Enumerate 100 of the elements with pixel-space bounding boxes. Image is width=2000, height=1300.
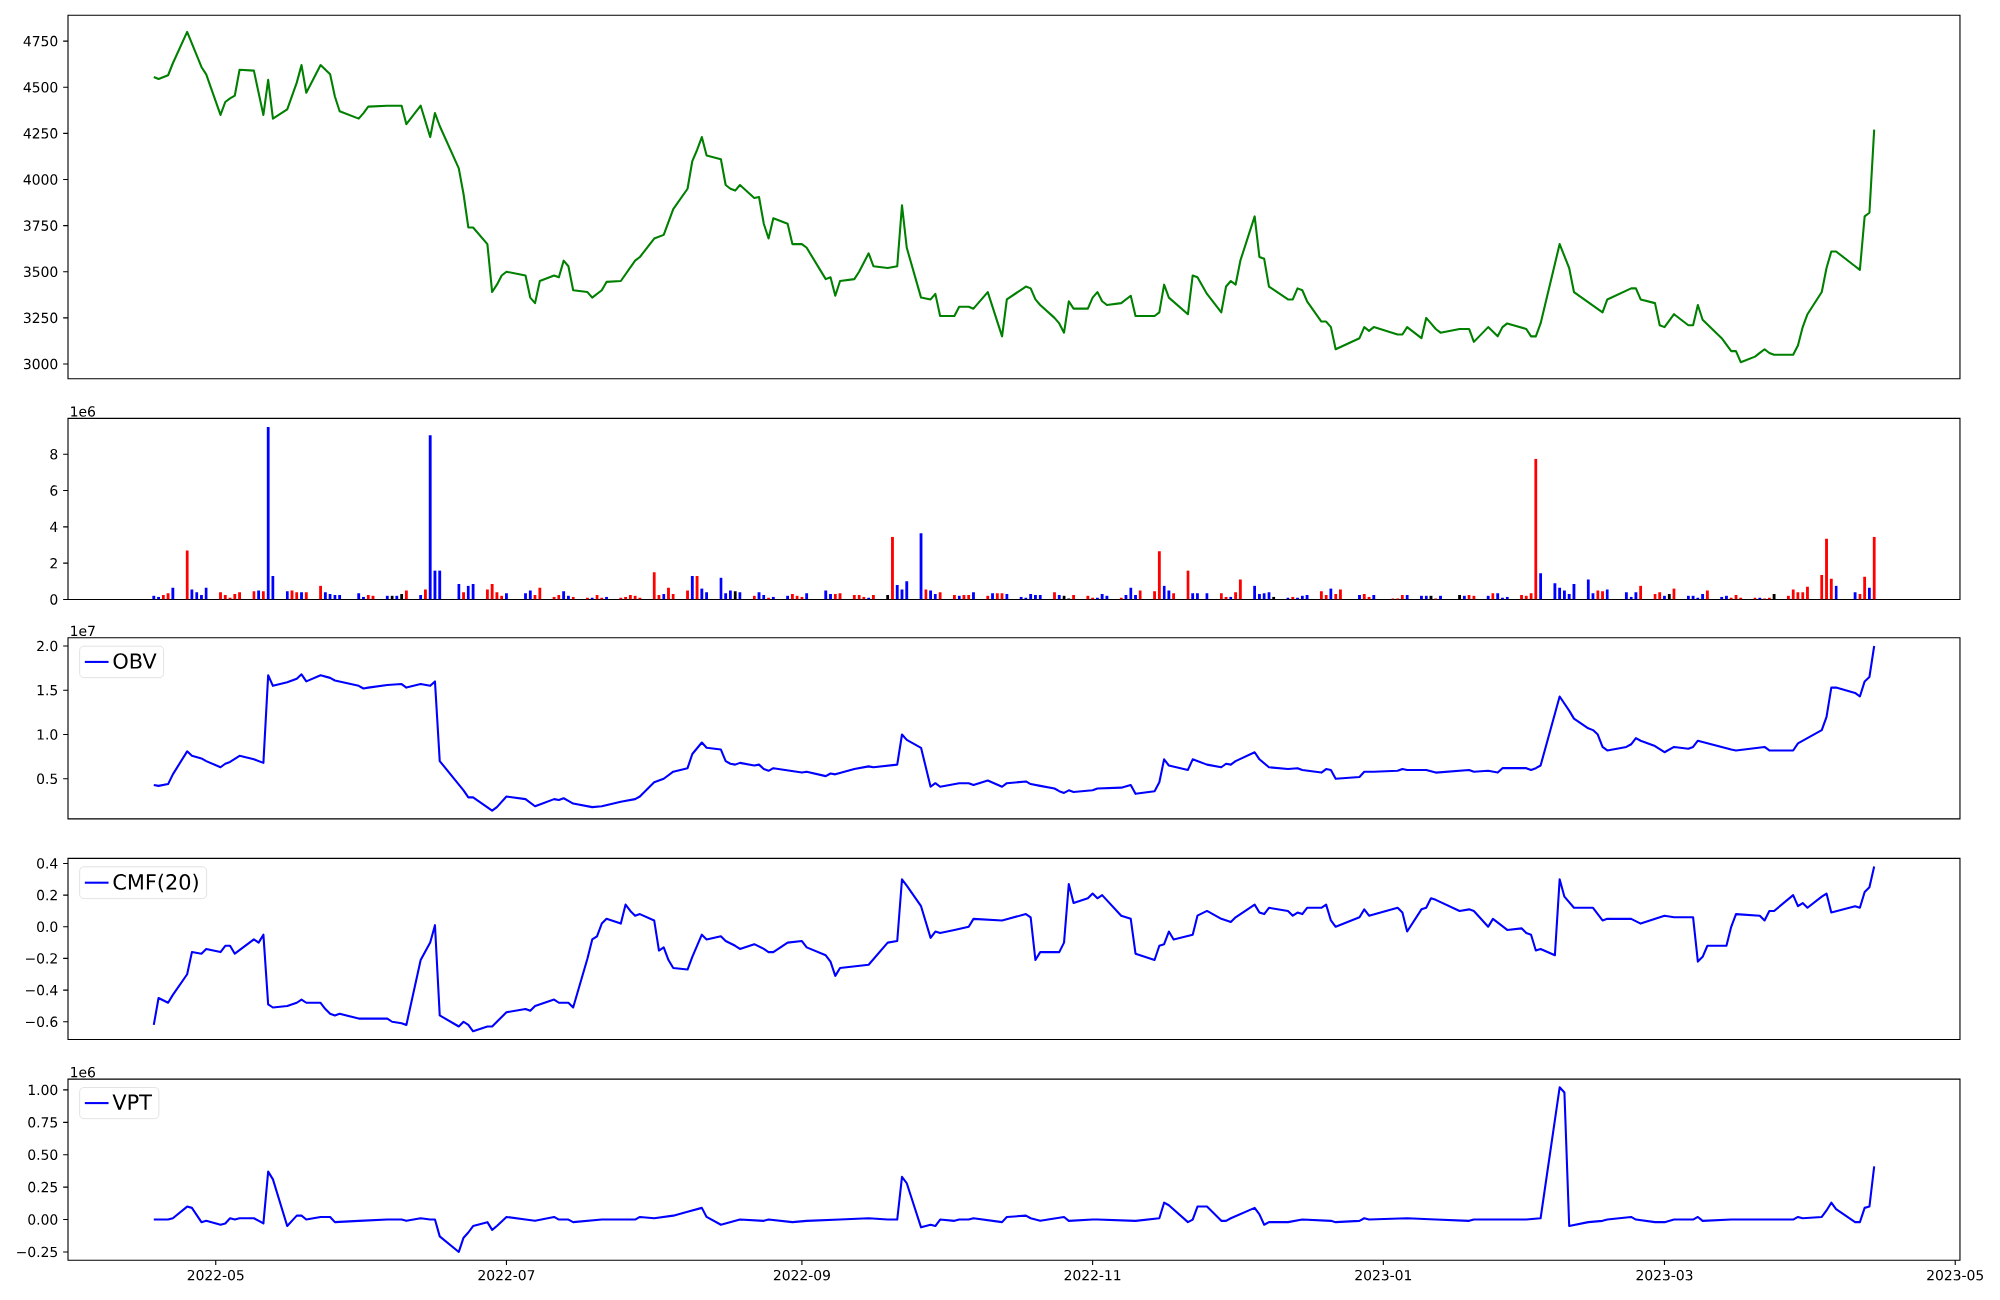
bar [891,536,894,600]
bar [895,584,899,600]
bar [762,594,766,600]
bar [471,584,475,600]
bar [505,593,508,600]
x-tick-label: 2023-05 [1927,1269,1983,1281]
bar [724,593,728,600]
bar [1153,591,1156,600]
bar [285,591,289,600]
bar [871,594,875,600]
bar [1601,591,1604,600]
bar [1324,594,1328,600]
bar [357,593,361,600]
bar [1372,594,1376,600]
bar [557,594,561,600]
y-tick-label: 0.00 [28,1214,58,1225]
bar [1562,590,1566,600]
bar [1691,595,1695,600]
bar [1329,588,1333,600]
bar [1053,592,1056,600]
bar [686,590,689,600]
y-tick-label: −0.2 [26,953,57,964]
bar [266,427,270,600]
legend-label: CMF(20) [113,873,198,893]
bar [786,595,790,600]
y-tick-label: 0.50 [28,1149,58,1160]
y-tick-label: 0.25 [28,1181,58,1193]
bar [1253,585,1257,600]
bar [1863,576,1867,600]
bar [1238,579,1242,600]
bar [566,595,570,600]
bar [1300,595,1304,600]
line-series [152,30,1876,364]
bar [905,581,909,600]
bar [752,595,756,600]
bar [1424,595,1428,600]
bar [238,592,241,600]
y-tick-label: 1.5 [37,685,58,696]
bar [404,590,408,600]
bar [1405,594,1409,600]
bar [490,584,494,600]
bar [952,594,956,600]
y-tick-label: 3500 [23,266,58,278]
text: 1e6 [71,406,96,417]
bar [257,590,261,600]
bar [166,593,170,600]
x-tick-label: 2022-07 [478,1269,535,1281]
bar [1586,579,1590,600]
bar [1634,592,1638,600]
bar [652,572,656,600]
y-tick-label: 1.00 [28,1084,58,1096]
bar [1658,592,1662,600]
y-tick-label: 3750 [23,220,58,231]
bar [1257,594,1261,600]
text: 1e6 [71,1066,96,1078]
bar [1820,574,1824,600]
bar [223,594,227,600]
y-tick-label: 4 [50,521,58,532]
bar [1219,593,1223,600]
y-tick-label: 4750 [23,35,58,47]
bar [633,595,637,600]
y-tick-label: 0 [50,594,58,605]
y-tick-label: 4500 [23,81,58,93]
bar [485,589,489,600]
legend-label: OBV [113,653,157,669]
y-tick-label: 2 [50,558,57,569]
bar [1157,551,1161,600]
bar [1191,593,1195,600]
y-tick-label: 0.5 [37,773,58,785]
bar [1100,594,1104,600]
bar [1639,585,1643,600]
bar [562,591,566,600]
bar [1339,589,1342,600]
bar [219,592,222,600]
bar [366,594,370,600]
x-tick-label: 2022-05 [187,1269,244,1281]
bar [1029,594,1033,600]
bar [1439,595,1442,600]
bar [1305,594,1309,600]
x-tick-label: 2022-09 [773,1269,830,1281]
y-tick-label: 0.2 [37,889,57,901]
y-tick-label: 0.75 [28,1117,58,1128]
bar [824,590,828,600]
y-tick-label: 0.4 [37,858,58,869]
text: 1e7 [71,625,95,637]
bar [929,590,933,600]
bar [1134,594,1137,600]
bar [1362,594,1366,600]
bar [1420,595,1423,600]
bar [338,594,342,600]
bar [938,592,942,600]
bar [1172,593,1176,600]
bar [1462,595,1466,600]
bar [833,594,837,600]
bar [1701,594,1705,600]
bar [319,585,323,600]
bar [419,594,423,600]
bar [395,595,399,600]
y-tick-label: −0.4 [26,984,58,996]
bar [1705,590,1709,600]
